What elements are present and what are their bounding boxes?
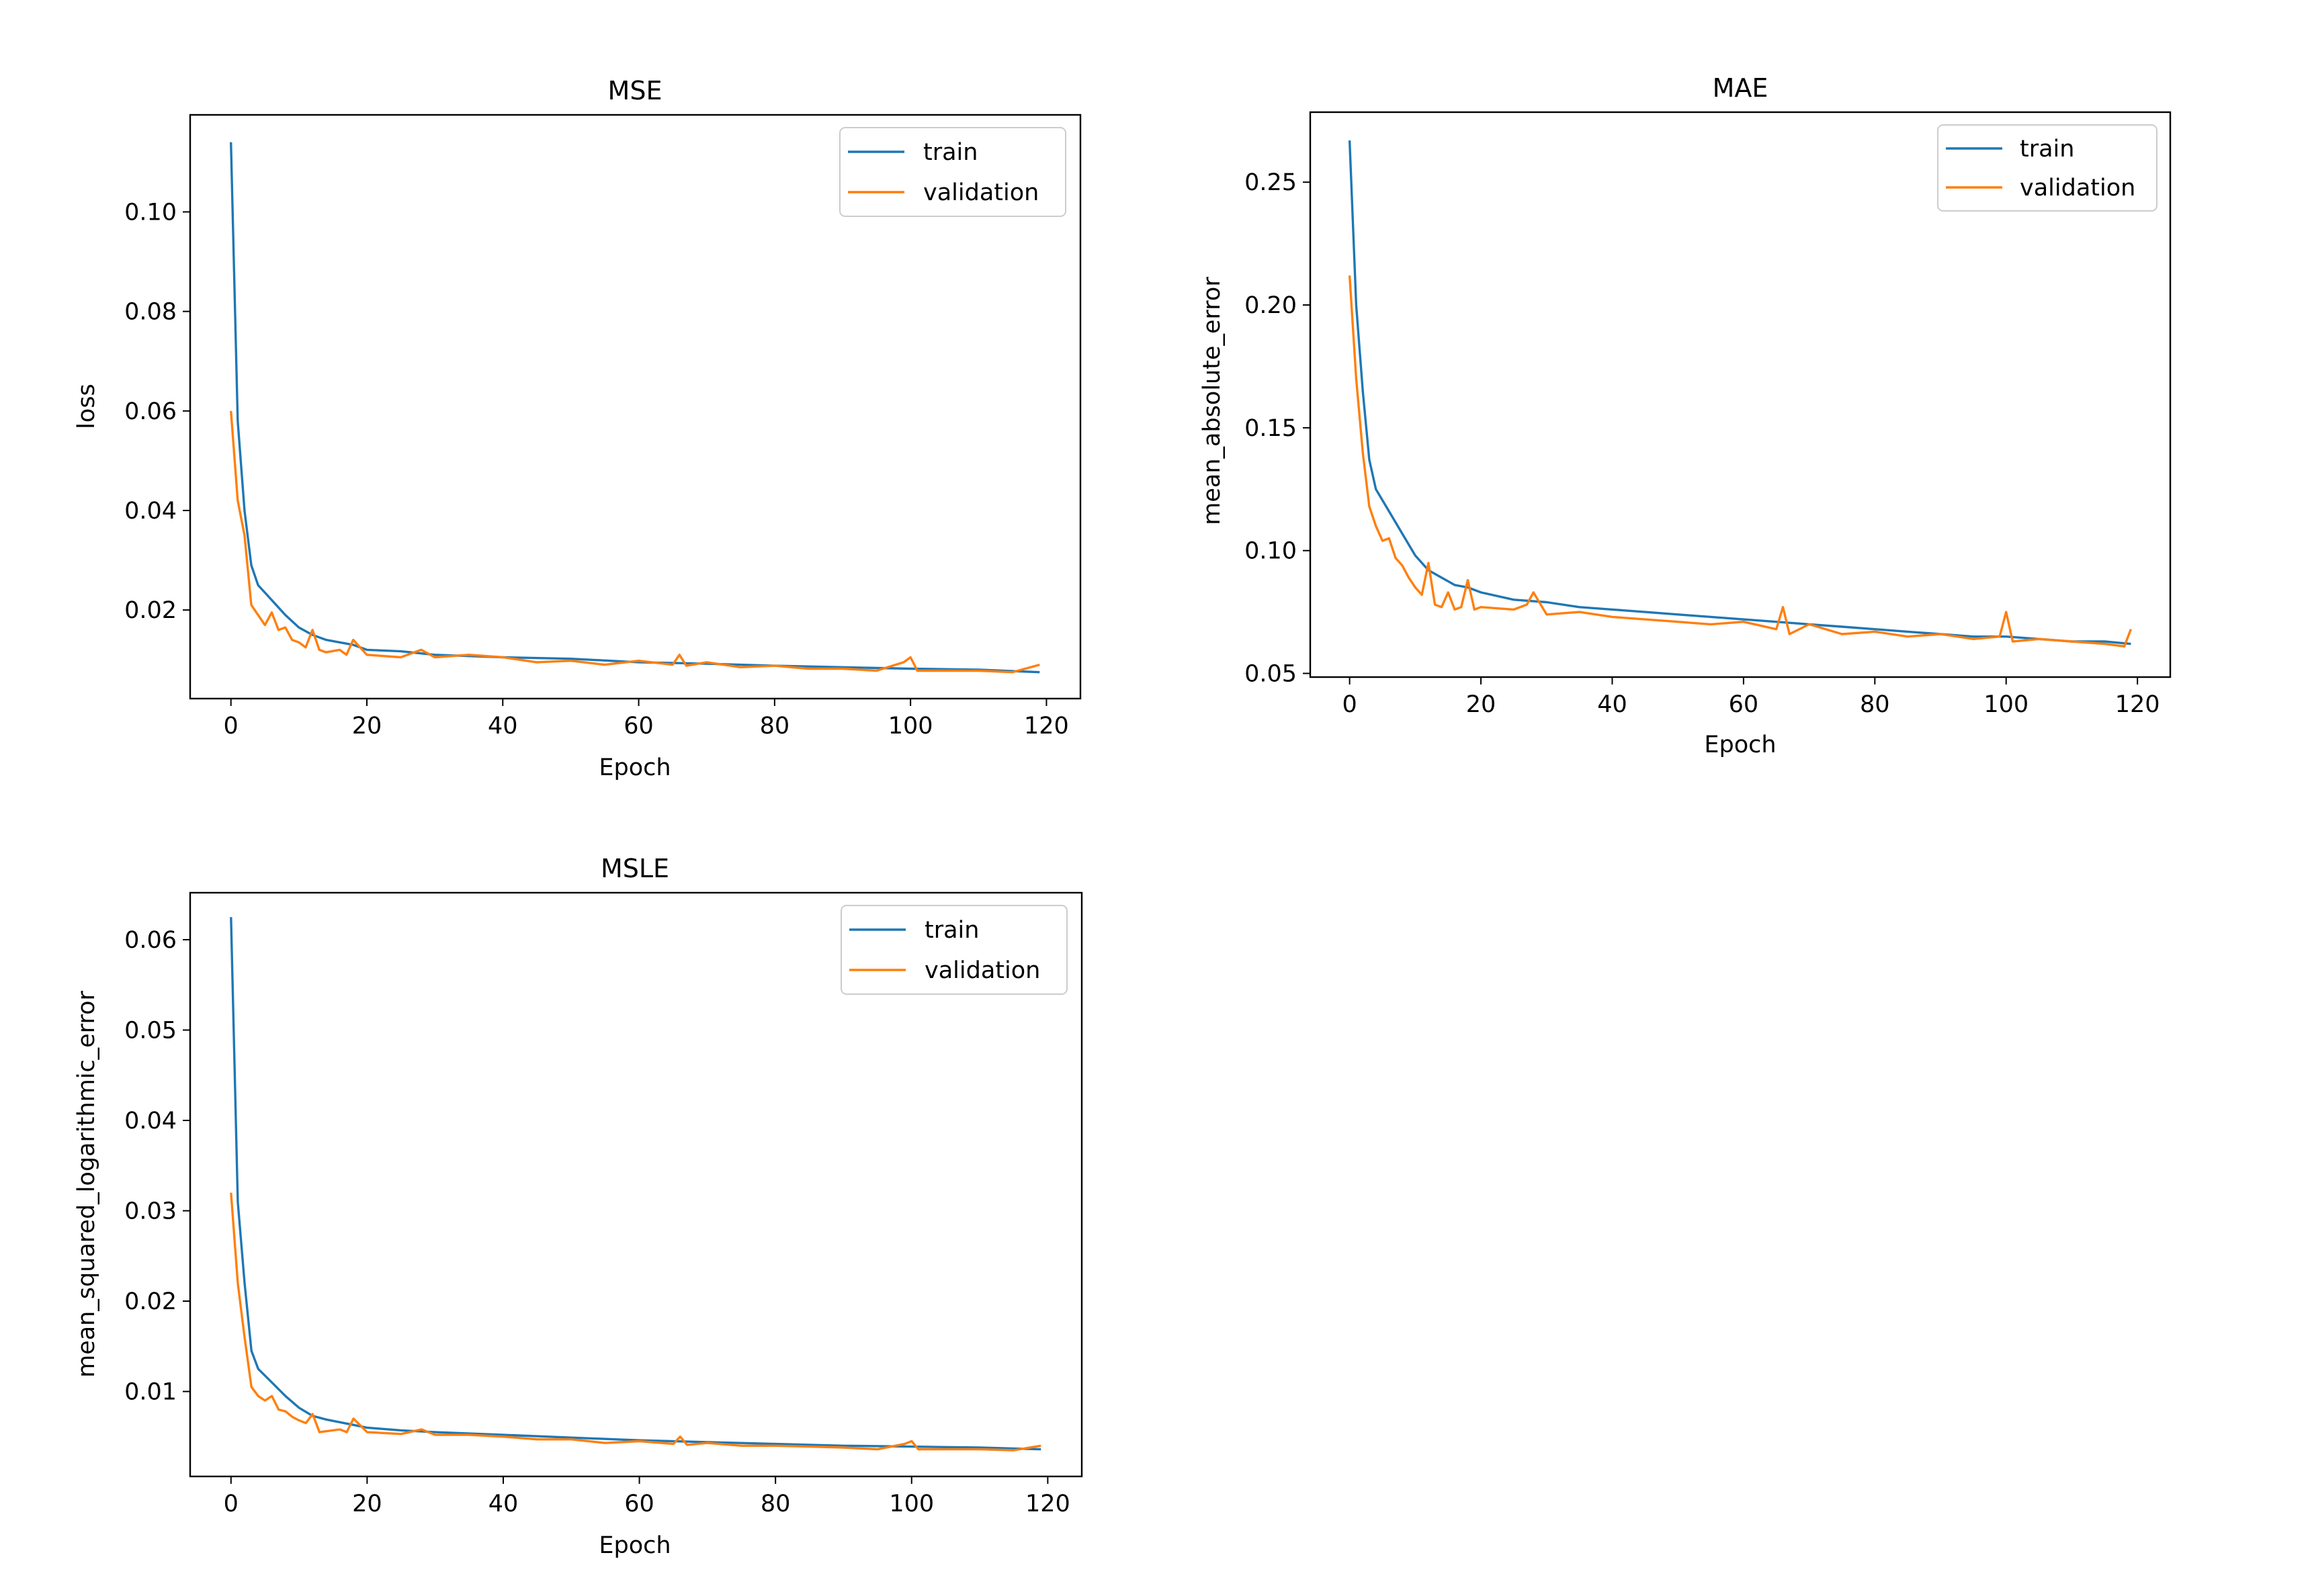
y-tick-label: 0.10 (124, 199, 177, 226)
y-tick-label: 0.05 (1244, 661, 1297, 688)
x-tick-label: 0 (224, 713, 239, 740)
y-tick-label: 0.01 (124, 1379, 177, 1406)
legend-label-train: train (923, 139, 978, 166)
y-tick-label: 0.20 (1244, 292, 1297, 319)
series-validation-line (230, 410, 1040, 674)
y-tick-label: 0.04 (124, 498, 177, 525)
y-tick-label: 0.10 (1244, 538, 1297, 565)
x-tick-label: 60 (624, 713, 654, 740)
x-tick-label: 40 (1597, 691, 1627, 718)
x-axis-ticks: 0 20 40 60 80 100 120 (224, 1476, 1070, 1517)
y-tick-label: 0.06 (124, 398, 177, 425)
x-axis-label: Epoch (599, 754, 671, 781)
legend: train validation (1937, 124, 2158, 212)
series-validation-line (230, 1192, 1041, 1452)
x-axis-label: Epoch (599, 1532, 671, 1559)
legend-box (841, 905, 1068, 995)
x-tick-label: 0 (224, 1491, 239, 1517)
x-tick-label: 100 (888, 713, 933, 740)
chart-title: MAE (1713, 73, 1768, 103)
series-lines (230, 142, 1040, 674)
x-axis-label: Epoch (1704, 732, 1776, 758)
x-tick-label: 100 (1983, 691, 2029, 718)
series-lines (230, 917, 1041, 1452)
y-tick-label: 0.08 (124, 299, 177, 326)
legend: train validation (839, 127, 1066, 217)
series-train-line (1348, 140, 2131, 646)
chart-title: MSE (608, 76, 663, 105)
x-tick-label: 60 (1729, 691, 1759, 718)
x-tick-label: 60 (624, 1491, 654, 1517)
legend-label-validation: validation (923, 179, 1039, 206)
y-tick-label: 0.15 (1244, 415, 1297, 442)
y-axis-label: mean_absolute_error (1199, 277, 1226, 525)
y-tick-label: 0.25 (1244, 169, 1297, 196)
legend-label-validation: validation (925, 957, 1040, 984)
legend-label-train: train (925, 917, 979, 944)
y-tick-label: 0.03 (124, 1198, 177, 1225)
x-tick-label: 120 (1025, 1491, 1070, 1517)
x-axis-ticks: 0 20 40 60 80 100 120 (1342, 677, 2160, 718)
legend-box (839, 127, 1066, 217)
subplot-mae: MAE 0 20 40 60 80 100 120 0.05 0.10 0.15 0.20 0.25… (1199, 73, 2172, 758)
y-tick-label: 0.02 (124, 1288, 177, 1315)
series-validation-line (1348, 275, 2132, 648)
x-tick-label: 80 (760, 713, 790, 740)
y-tick-label: 0.04 (124, 1108, 177, 1135)
x-tick-label: 100 (889, 1491, 934, 1517)
x-tick-label: 40 (488, 713, 518, 740)
y-tick-label: 0.02 (124, 597, 177, 624)
x-tick-label: 20 (352, 1491, 382, 1517)
chart-title: MSLE (601, 854, 669, 883)
y-axis-label: loss (73, 384, 100, 429)
y-axis-ticks: 0.01 0.02 0.03 0.04 0.05 0.06 (124, 927, 190, 1406)
subplot-mse: MSE 0 20 40 60 80 100 120 0.02 0.04 0.06 0.08 0.10… (73, 76, 1082, 781)
legend-box (1937, 124, 2158, 212)
legend: train validation (841, 905, 1068, 995)
x-tick-label: 40 (488, 1491, 519, 1517)
x-tick-label: 20 (352, 713, 382, 740)
legend-label-train: train (2020, 136, 2074, 163)
series-lines (1348, 140, 2132, 648)
y-axis-ticks: 0.05 0.10 0.15 0.20 0.25 (1244, 169, 1310, 688)
subplot-msle: MSLE 0 20 40 60 80 100 120 0.010.020.030.040.0… (73, 854, 1083, 1559)
x-tick-label: 80 (1860, 691, 1890, 718)
y-tick-label: 0.05 (124, 1017, 177, 1044)
x-tick-label: 80 (761, 1491, 791, 1517)
x-tick-label: 120 (2115, 691, 2160, 718)
x-tick-label: 120 (1024, 713, 1069, 740)
y-axis-ticks: 0.02 0.04 0.06 0.08 0.10 (124, 199, 190, 624)
axes-frame (189, 114, 1082, 700)
y-tick-label: 0.06 (124, 927, 177, 954)
x-axis-ticks: 0 20 40 60 80 100 120 (224, 699, 1069, 740)
y-axis-label: mean_squared_logarithmic_error (73, 990, 100, 1377)
legend-label-validation: validation (2020, 175, 2135, 202)
axes-frame (1309, 111, 2172, 678)
x-tick-label: 20 (1466, 691, 1496, 718)
axes-frame (189, 891, 1083, 1478)
x-tick-label: 0 (1342, 691, 1357, 718)
